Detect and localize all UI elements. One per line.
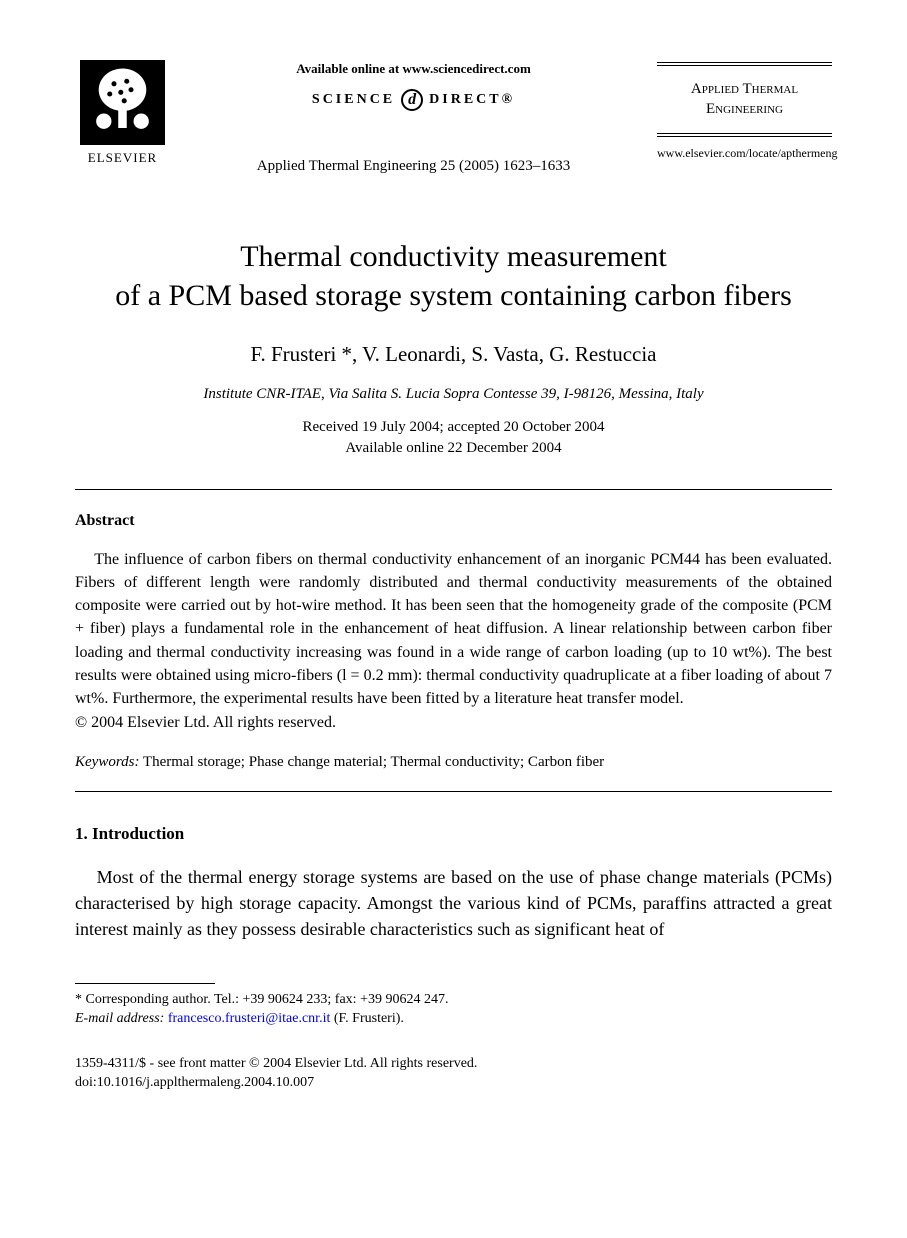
email-line: E-mail address: francesco.frusteri@itae.… [75,1009,832,1029]
sd-right: DIRECT® [429,90,515,110]
journal-url: www.elsevier.com/locate/apthermeng [657,145,832,162]
elsevier-label: ELSEVIER [88,149,157,167]
sciencedirect-logo: SCIENCE d DIRECT® [312,89,515,111]
elsevier-logo: ELSEVIER [75,60,170,167]
divider [75,489,832,490]
center-header: Available online at www.sciencedirect.co… [170,60,657,177]
email-suffix: (F. Frusteri). [330,1011,404,1026]
keywords-label: Keywords: [75,754,139,770]
email-label: E-mail address: [75,1011,164,1026]
intro-paragraph: Most of the thermal energy storage syste… [75,864,832,942]
front-matter-line: 1359-4311/$ - see front matter © 2004 El… [75,1054,832,1074]
author-email[interactable]: francesco.frusteri@itae.cnr.it [168,1011,331,1026]
sd-at-icon: d [401,89,423,111]
corresponding-author-footnote: * Corresponding author. Tel.: +39 90624 … [75,990,832,1029]
page-header: ELSEVIER Available online at www.science… [75,60,832,177]
divider [75,791,832,792]
keywords-text: Thermal storage; Phase change material; … [139,754,604,770]
doi-line: doi:10.1016/j.applthermaleng.2004.10.007 [75,1073,832,1093]
journal-box: Applied Thermal Engineering www.elsevier… [657,60,832,162]
abstract-heading: Abstract [75,510,832,532]
journal-name: Applied Thermal Engineering [657,68,832,131]
available-online-text: Available online at www.sciencedirect.co… [190,60,637,78]
footnote-divider [75,983,215,984]
footer-info: 1359-4311/$ - see front matter © 2004 El… [75,1054,832,1093]
copyright-text: © 2004 Elsevier Ltd. All rights reserved… [75,712,832,734]
citation-text: Applied Thermal Engineering 25 (2005) 16… [190,156,637,177]
affiliation: Institute CNR-ITAE, Via Salita S. Lucia … [75,384,832,405]
corresponding-line: * Corresponding author. Tel.: +39 90624 … [75,990,832,1010]
sd-left: SCIENCE [312,90,395,110]
section-heading: 1. Introduction [75,822,832,846]
keywords: Keywords: Thermal storage; Phase change … [75,752,832,773]
abstract-text: The influence of carbon fibers on therma… [75,548,832,710]
article-dates: Received 19 July 2004; accepted 20 Octob… [75,417,832,459]
article-title: Thermal conductivity measurement of a PC… [75,237,832,315]
elsevier-tree-icon [80,60,165,145]
authors: F. Frusteri *, V. Leonardi, S. Vasta, G.… [75,340,832,369]
